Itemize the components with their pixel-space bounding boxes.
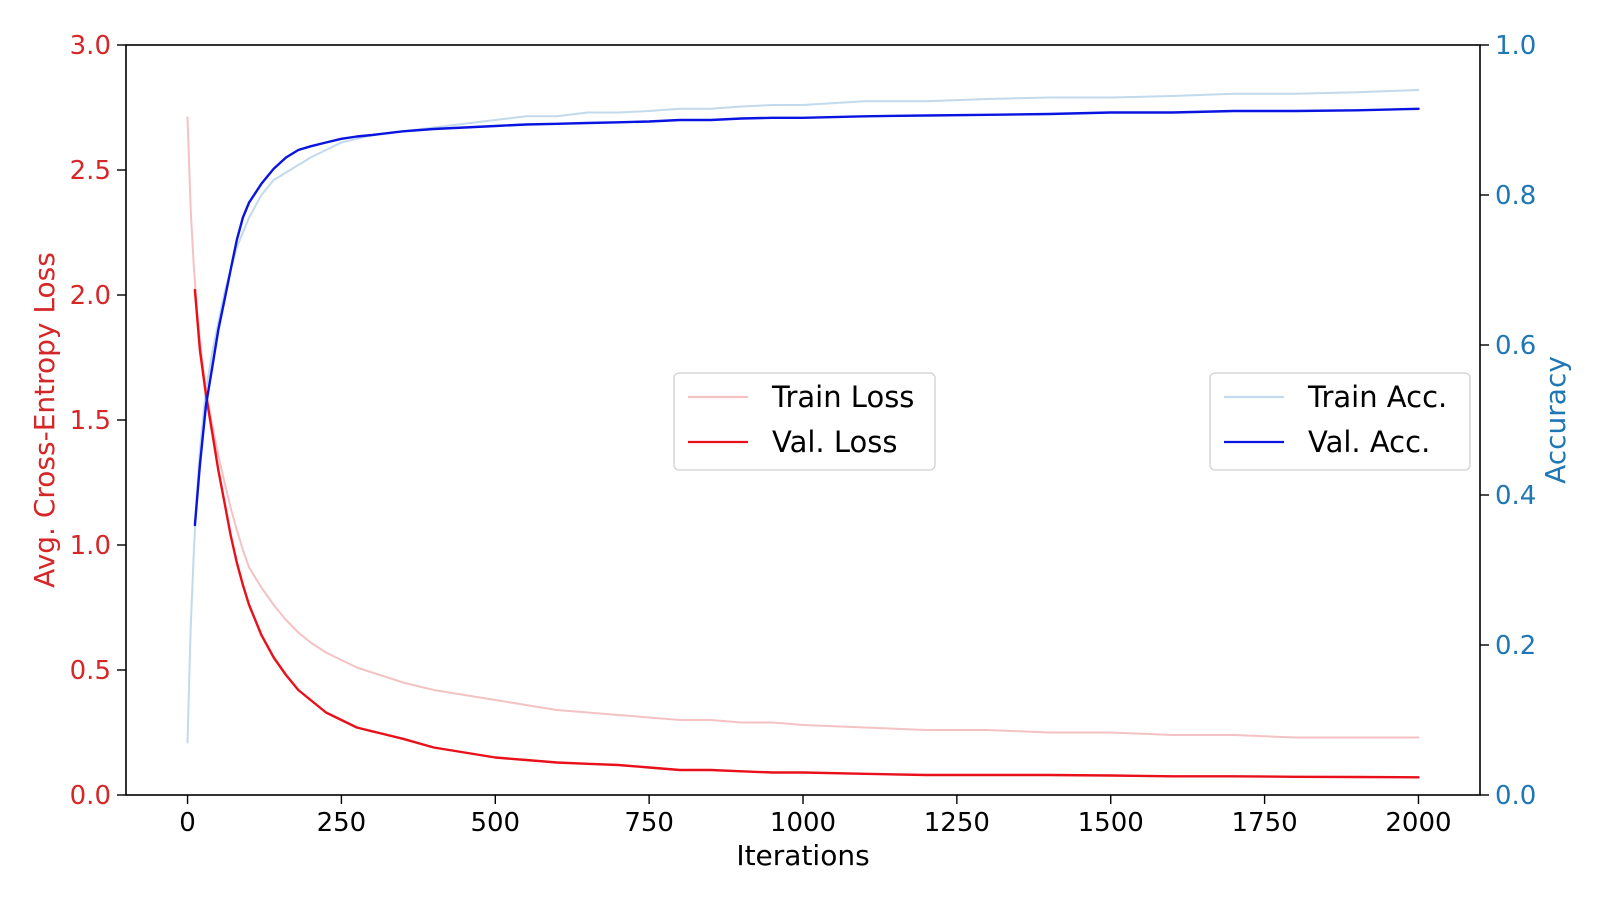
right-tick-label: 1.0 — [1495, 31, 1536, 61]
left-axis-ticks: 0.0 0.5 1.0 1.5 2.0 2.5 3.0 — [70, 31, 126, 811]
legend-label-train-loss: Train Loss — [771, 380, 914, 414]
right-axis-title: Accuracy — [1539, 356, 1572, 484]
right-tick-label: 0.2 — [1495, 631, 1536, 661]
x-tick-label: 1750 — [1232, 808, 1298, 838]
series-line-val-loss — [193, 288, 1420, 779]
right-tick-label: 0.4 — [1495, 481, 1536, 511]
legend-label-val-acc: Val. Acc. — [1308, 425, 1430, 459]
legend-label-train-acc: Train Acc. — [1307, 380, 1447, 414]
x-tick-label: 1500 — [1078, 808, 1144, 838]
x-tick-label: 750 — [624, 808, 674, 838]
loss-legend: Train Loss Val. Loss — [673, 372, 936, 471]
right-axis-ticks: 0.0 0.2 0.4 0.6 0.8 1.0 — [1480, 31, 1536, 811]
left-tick-label: 1.0 — [70, 531, 111, 561]
left-tick-label: 0.0 — [70, 781, 111, 811]
x-axis-title: Iterations — [736, 839, 869, 872]
legend-label-val-loss: Val. Loss — [772, 425, 897, 459]
x-tick-label: 2000 — [1385, 808, 1451, 838]
x-tick-label: 0 — [179, 808, 196, 838]
x-tick-label: 250 — [317, 808, 367, 838]
right-tick-label: 0.6 — [1495, 331, 1536, 361]
right-tick-label: 0.8 — [1495, 181, 1536, 211]
x-tick-label: 500 — [470, 808, 520, 838]
left-tick-label: 2.5 — [70, 156, 111, 186]
left-tick-label: 0.5 — [70, 656, 111, 686]
x-tick-label: 1250 — [924, 808, 990, 838]
left-axis-title: Avg. Cross-Entropy Loss — [28, 252, 61, 588]
left-tick-label: 3.0 — [70, 31, 111, 61]
x-axis-ticks: 0 250 500 750 1000 1250 1500 1750 2000 — [179, 795, 1452, 838]
series-line-val-acc — [193, 107, 1420, 527]
left-tick-label: 2.0 — [70, 281, 111, 311]
left-tick-label: 1.5 — [70, 406, 111, 436]
accuracy-legend: Train Acc. Val. Acc. — [1209, 372, 1471, 471]
x-tick-label: 1000 — [770, 808, 836, 838]
series-layer — [186, 89, 1420, 779]
series-line-train-loss — [186, 116, 1420, 739]
right-tick-label: 0.0 — [1495, 781, 1536, 811]
